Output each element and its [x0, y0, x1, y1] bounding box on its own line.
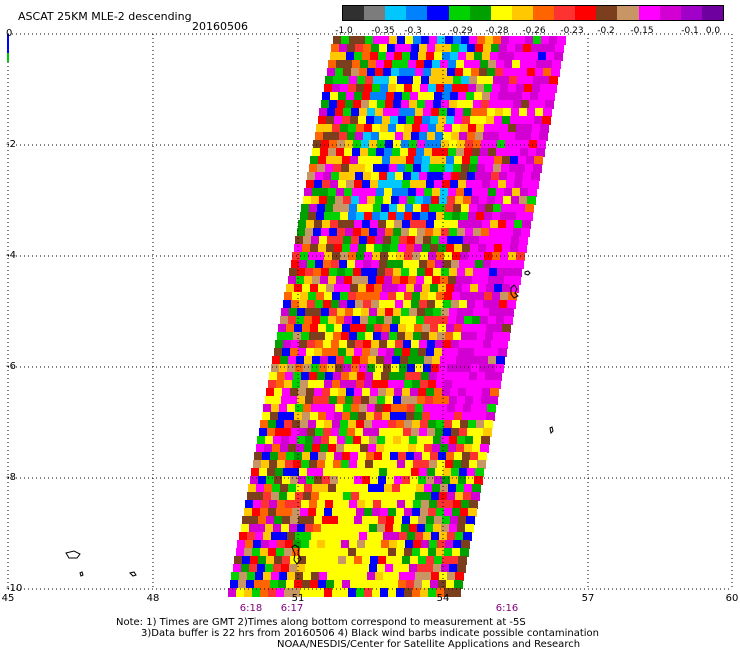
longitude-tick-label: 48: [146, 593, 160, 604]
legend-swatch: [532, 6, 555, 20]
legend-label: -0.1: [681, 26, 699, 36]
legend-swatch: [511, 6, 533, 20]
legend-swatch: [659, 6, 681, 20]
coastlines: [65, 270, 554, 577]
legend-swatch: [406, 6, 428, 20]
scatterometer-swath: [228, 36, 566, 597]
map-grid: [7, 33, 733, 590]
legend-swatch: [469, 6, 491, 20]
latitude-tick-label: 0: [6, 28, 13, 39]
legend-swatch: [490, 6, 512, 20]
longitude-tick-label: 45: [1, 593, 15, 604]
legend-label: -0.2: [597, 26, 615, 36]
legend-label: -0.35: [371, 26, 395, 36]
map-date: 20160506: [192, 20, 248, 33]
latitude-tick-label: -6: [6, 361, 16, 372]
longitude-tick-label: 51: [291, 593, 305, 604]
legend-label: -1.0: [335, 26, 353, 36]
legend-swatch: [364, 6, 386, 20]
legend-swatch: [385, 6, 407, 20]
color-legend-bar: [342, 5, 724, 21]
legend-swatch: [701, 6, 723, 20]
legend-swatch: [427, 6, 449, 20]
footnote-credit: NOAA/NESDIS/Center for Satellite Applica…: [277, 639, 581, 650]
legend-label: -0.28: [485, 26, 509, 36]
legend-swatch: [448, 6, 470, 20]
footnote-line-1: Note: 1) Times are GMT 2)Times along bot…: [116, 617, 526, 628]
latitude-tick-label: -10: [6, 583, 23, 594]
island-outline: [524, 270, 531, 276]
island-outline: [549, 426, 554, 435]
island-outline: [79, 571, 84, 577]
pass-time-label: 6:18: [239, 603, 263, 614]
legend-swatch: [575, 6, 597, 20]
island-outline: [129, 571, 137, 577]
longitude-tick-label: 57: [581, 593, 595, 604]
legend-swatch: [554, 6, 576, 20]
legend-label: 0.0: [705, 26, 721, 36]
longitude-tick-label: 54: [436, 593, 450, 604]
legend-label: -0.29: [449, 26, 473, 36]
footnote-line-2: 3)Data buffer is 22 hrs from 20160506 4)…: [141, 628, 599, 639]
legend-swatch: [680, 6, 702, 20]
pass-time-label: 6:16: [495, 603, 519, 614]
map-title: ASCAT 25KM MLE-2 descending: [18, 10, 192, 23]
legend-swatch: [343, 6, 365, 20]
legend-swatch: [638, 6, 660, 20]
legend-swatch: [596, 6, 618, 20]
island-outline: [65, 550, 81, 559]
latitude-tick-label: -4: [6, 250, 16, 261]
island-outline: [291, 544, 302, 565]
legend-swatch: [617, 6, 639, 20]
legend-label: -0.23: [560, 26, 584, 36]
legend-label: -0.3: [404, 26, 422, 36]
longitude-tick-label: 60: [725, 593, 739, 604]
legend-label: -0.15: [630, 26, 654, 36]
island-outline: [510, 284, 519, 299]
latitude-tick-label: -2: [6, 139, 16, 150]
latitude-tick-label: -8: [6, 472, 16, 483]
pass-time-label: 6:17: [280, 603, 304, 614]
legend-label: -0.26: [522, 26, 546, 36]
